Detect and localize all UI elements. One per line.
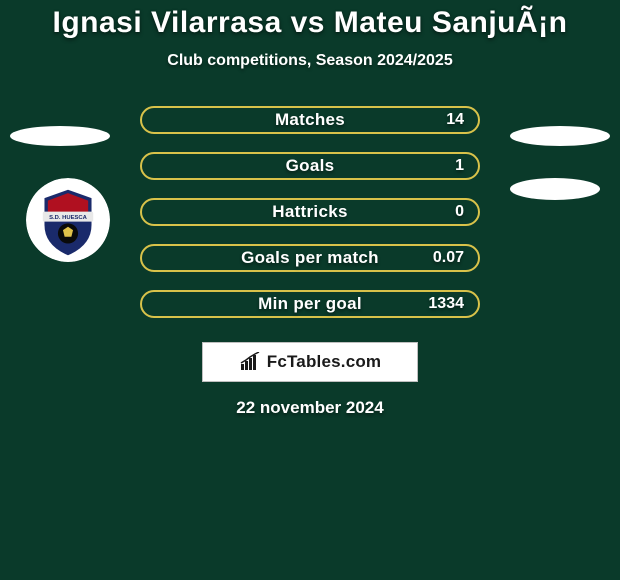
subtitle: Club competitions, Season 2024/2025 (0, 52, 620, 70)
stat-label: Goals (286, 156, 335, 176)
stat-label: Goals per match (241, 248, 379, 268)
brand-box: FcTables.com (202, 342, 418, 382)
stat-value: 14 (446, 111, 464, 129)
stat-value: 1334 (428, 295, 464, 313)
club-badge-huesca: S.D. HUESCA (26, 178, 110, 262)
stat-label: Min per goal (258, 294, 362, 314)
stat-label: Hattricks (272, 202, 347, 222)
stat-value: 0 (455, 203, 464, 221)
brand-text: FcTables.com (267, 352, 382, 372)
stat-row-goals: Goals 1 (140, 152, 480, 180)
svg-text:S.D. HUESCA: S.D. HUESCA (49, 215, 88, 221)
decorative-pill (510, 178, 600, 200)
stat-value: 1 (455, 157, 464, 175)
stat-row-min-per-goal: Min per goal 1334 (140, 290, 480, 318)
club-badge-svg: S.D. HUESCA (26, 178, 110, 262)
content-area: S.D. HUESCA Matches 14 Goals 1 Hattricks… (0, 106, 620, 318)
stat-value: 0.07 (433, 249, 464, 267)
decorative-pill (510, 126, 610, 146)
comparison-infographic: Ignasi Vilarrasa vs Mateu SanjuÃ¡n Club … (0, 0, 620, 580)
stat-label: Matches (275, 110, 345, 130)
page-title: Ignasi Vilarrasa vs Mateu SanjuÃ¡n (0, 0, 620, 40)
stat-row-matches: Matches 14 (140, 106, 480, 134)
decorative-pill (10, 126, 110, 146)
stat-row-goals-per-match: Goals per match 0.07 (140, 244, 480, 272)
brand-chart-icon (239, 352, 261, 372)
date-text: 22 november 2024 (0, 398, 620, 418)
stat-row-hattricks: Hattricks 0 (140, 198, 480, 226)
